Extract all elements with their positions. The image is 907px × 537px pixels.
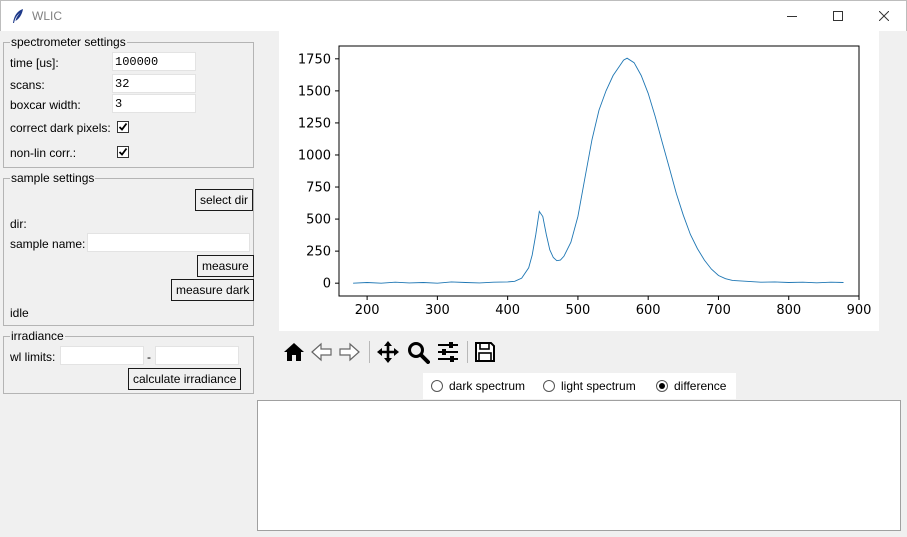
right-strip — [879, 31, 907, 400]
sample-name-input[interactable] — [87, 233, 250, 252]
y-tick-label: 500 — [306, 213, 331, 228]
zoom-icon[interactable] — [406, 340, 430, 364]
irradiance-legend: irradiance — [10, 329, 65, 343]
home-icon[interactable] — [282, 340, 306, 364]
y-tick-label: 250 — [306, 245, 331, 260]
window-title: WLIC — [32, 9, 62, 23]
save-icon[interactable] — [473, 340, 497, 364]
scans-input[interactable] — [112, 74, 196, 93]
correct-dark-pixels-label: correct dark pixels: — [10, 121, 111, 135]
view-mode-radio-group: dark spectrum light spectrum difference — [423, 373, 736, 399]
status-text: idle — [10, 306, 29, 320]
dark-spectrum-radio[interactable] — [431, 380, 443, 392]
difference-label[interactable]: difference — [674, 379, 727, 393]
close-icon — [879, 11, 889, 21]
close-button[interactable] — [861, 1, 907, 31]
sample-name-label: sample name: — [10, 237, 86, 251]
dir-label: dir: — [10, 217, 27, 231]
minimize-button[interactable] — [769, 1, 815, 31]
irradiance-group: irradiance — [3, 330, 254, 394]
spectrum-line — [353, 57, 844, 284]
measure-dark-button[interactable]: measure dark — [171, 279, 255, 301]
select-dir-button[interactable]: select dir — [195, 189, 254, 211]
time-label: time [us]: — [10, 56, 59, 70]
non-lin-corr-checkbox[interactable] — [117, 146, 129, 158]
x-tick-label: 500 — [566, 303, 591, 318]
correct-dark-pixels-checkbox[interactable] — [117, 121, 129, 133]
wl-min-input[interactable] — [60, 346, 144, 365]
spectrometer-settings-group: spectrometer settings — [3, 36, 254, 168]
x-tick-label: 400 — [495, 303, 520, 318]
x-tick-label: 200 — [355, 303, 380, 318]
forward-arrow-icon[interactable] — [337, 340, 361, 364]
wl-limits-label: wl limits: — [10, 350, 56, 364]
pan-icon[interactable] — [376, 340, 400, 364]
light-spectrum-label[interactable]: light spectrum — [561, 379, 636, 393]
checkmark-icon — [118, 122, 128, 131]
toolbar-separator — [467, 341, 468, 363]
output-textbox[interactable] — [257, 400, 901, 531]
y-tick-label: 1250 — [298, 116, 331, 131]
feather-icon — [11, 8, 25, 24]
light-spectrum-radio[interactable] — [543, 380, 555, 392]
maximize-button[interactable] — [815, 1, 861, 31]
sample-settings-group: sample settings — [3, 172, 254, 326]
plot-canvas[interactable]: 200 300 400 500 600 700 800 900 0 250 500 750 1000 12… — [279, 31, 879, 331]
y-tick-label: 1000 — [298, 148, 331, 163]
x-tick-label: 700 — [706, 303, 731, 318]
difference-radio[interactable] — [656, 380, 668, 392]
title-bar: WLIC — [0, 0, 907, 31]
x-tick-label: 800 — [776, 303, 801, 318]
x-tick-label: 600 — [636, 303, 661, 318]
wl-dash: - — [147, 350, 151, 364]
toolbar-separator — [369, 341, 370, 363]
wl-max-input[interactable] — [155, 346, 239, 365]
spectrum-chart: 200 300 400 500 600 700 800 900 0 250 500 750 1000 12… — [298, 45, 872, 318]
boxcar-width-input[interactable] — [112, 94, 196, 113]
calculate-irradiance-button[interactable]: calculate irradiance — [128, 368, 242, 390]
non-lin-corr-label: non-lin corr.: — [10, 146, 77, 160]
y-tick-label: 750 — [306, 181, 331, 196]
dark-spectrum-label[interactable]: dark spectrum — [449, 379, 526, 393]
configure-subplots-icon[interactable] — [436, 340, 460, 364]
time-input[interactable] — [112, 52, 196, 71]
x-tick-label: 300 — [425, 303, 450, 318]
y-tick-label: 1750 — [298, 52, 331, 67]
spectrometer-settings-legend: spectrometer settings — [10, 35, 127, 49]
maximize-icon — [833, 11, 843, 21]
plot-toolbar — [279, 338, 509, 368]
minimize-icon — [787, 16, 797, 17]
boxcar-width-label: boxcar width: — [10, 98, 81, 112]
y-tick-label: 1500 — [298, 84, 331, 99]
scans-label: scans: — [10, 78, 45, 92]
y-tick-label: 0 — [323, 277, 331, 292]
sample-settings-legend: sample settings — [10, 171, 96, 185]
x-tick-label: 900 — [847, 303, 872, 318]
measure-button[interactable]: measure — [197, 255, 254, 277]
checkmark-icon — [118, 147, 128, 156]
back-arrow-icon[interactable] — [310, 340, 334, 364]
plot-frame — [338, 45, 860, 297]
